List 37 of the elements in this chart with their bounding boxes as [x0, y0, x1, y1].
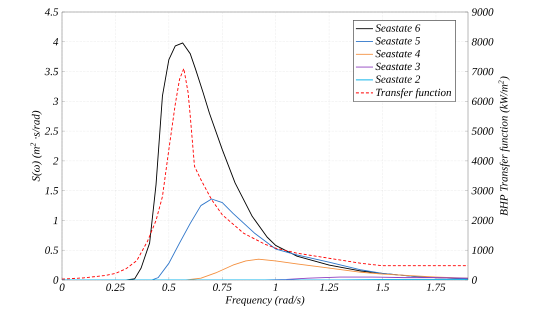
legend-label: Seastate 4 [376, 50, 420, 58]
y-tick-label: 4 [53, 38, 58, 46]
y-tick-label: 0.5 [45, 246, 58, 254]
y-tick-label: 0 [53, 276, 58, 284]
x-tick-label: 1.25 [320, 284, 338, 291]
x-axis-title: Frequency (rad/s) [225, 296, 304, 306]
y-axis-title: S(ω) (m$^{2}$ ·s/rad) [30, 110, 42, 182]
legend-label: Seastate 2 [376, 75, 420, 83]
x-tick-label: 0 [60, 284, 65, 291]
x-tick-label: 0.5 [162, 284, 176, 292]
y-tick-label: 3.5 [44, 68, 58, 76]
y2-tick-label: 6000 [472, 98, 494, 106]
y2-tick-label: 4000 [472, 157, 494, 165]
x-tick-label: 1.75 [426, 284, 446, 291]
y2-tick-label: 0 [472, 276, 477, 284]
y2-tick-label: 7000 [472, 68, 494, 76]
y-tick-label: 1 [53, 216, 58, 224]
legend-label: Seastate 3 [376, 62, 420, 70]
y2-tick-label: 3000 [472, 186, 494, 194]
legend-label: Transfer function [376, 88, 452, 98]
y-tick-label: 2.5 [44, 127, 58, 135]
y-tick-label: 2 [52, 157, 58, 165]
legend-label: Seastate 6 [376, 24, 420, 32]
y2-tick-label: 9000 [472, 8, 494, 16]
x-tick-label: 0.75 [213, 284, 232, 292]
y-tick-label: 3 [52, 98, 58, 106]
y2-tick-label: 8000 [472, 38, 494, 46]
y2-axis-title: BHP Transfer function (kW/m$^{2}$) [498, 76, 510, 216]
y-tick-label: 4.5 [44, 8, 58, 16]
y-tick-label: 1.5 [45, 186, 58, 194]
y2-tick-label: 5000 [472, 127, 494, 135]
y2-tick-label: 2000 [472, 216, 494, 224]
x-tick-label: 1.5 [376, 284, 390, 291]
x-tick-label: 0.25 [106, 284, 125, 292]
legend-label: Seastate 5 [376, 37, 420, 45]
x-tick-label: 1 [273, 284, 278, 291]
y2-tick-label: 1000 [472, 246, 494, 254]
